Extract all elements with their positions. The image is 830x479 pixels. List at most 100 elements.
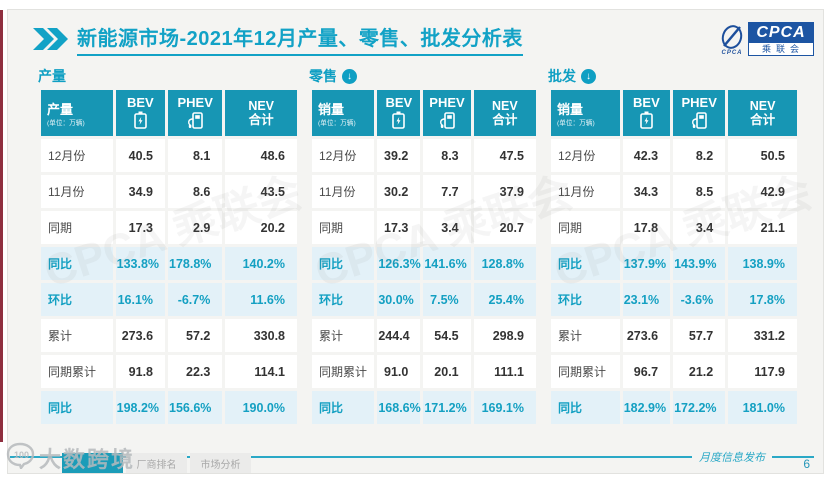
production-table: 产量 (单位：万辆) BEV PHEV: [38, 87, 300, 427]
cpca-emblem-icon: CPCA: [719, 24, 745, 56]
table-row: 环比 16.1% -6.7% 11.6%: [41, 283, 297, 316]
unit-header-cell: 销量 (单位：万辆): [551, 90, 620, 136]
row-label-cell: 同期累计: [312, 355, 375, 388]
phev-header-label: PHEV: [681, 95, 717, 110]
battery-icon: [378, 110, 419, 130]
row-label-cell: 同比: [41, 391, 113, 424]
footer-line-left: [10, 456, 692, 458]
unit-header-cell: 产量 (单位：万辆): [41, 90, 113, 136]
value-cell: 168.6%: [377, 391, 421, 424]
footer-tab-active[interactable]: [62, 453, 123, 473]
table-row: 累计 273.6 57.7 331.2: [551, 319, 797, 352]
phev-header-cell: PHEV: [673, 90, 726, 136]
table-row: 同期 17.8 3.4 21.1: [551, 211, 797, 244]
table-row: 累计 244.4 54.5 298.9: [312, 319, 536, 352]
value-cell: 111.1: [473, 355, 536, 388]
unit-header-sub: (单位：万辆): [557, 119, 595, 127]
unit-header-label: 产量: [47, 101, 74, 117]
row-label-cell: 环比: [41, 283, 113, 316]
value-cell: 244.4: [377, 319, 421, 352]
nev-header-cell: NEV 合计: [225, 90, 297, 136]
logo-chinese-text: 乘联会: [749, 44, 813, 55]
table-row: 同比 182.9% 172.2% 181.0%: [551, 391, 797, 424]
footer-tab-market-analysis[interactable]: 市场分析: [190, 453, 251, 473]
footer-tab-manufacturer-ranking[interactable]: 厂商排名: [126, 453, 187, 473]
value-cell: 126.3%: [377, 247, 421, 280]
table-row: 同比 133.8% 178.8% 140.2%: [41, 247, 297, 280]
value-cell: 133.8%: [115, 247, 166, 280]
value-cell: 17.3: [115, 211, 166, 244]
value-cell: 169.1%: [473, 391, 536, 424]
tables-container: 产量 产量 (单位：万辆) BEV PHEV: [38, 66, 818, 427]
nev-header-cell: NEV 合计: [473, 90, 536, 136]
table-header-row: 销量 (单位：万辆) BEV PHEV: [312, 90, 536, 136]
value-cell: 42.3: [622, 139, 671, 172]
table-row: 同期累计 96.7 21.2 117.9: [551, 355, 797, 388]
table-header-row: 产量 (单位：万辆) BEV PHEV: [41, 90, 297, 136]
nev-header-line1: NEV: [491, 99, 518, 113]
row-label-cell: 12月份: [312, 139, 375, 172]
value-cell: 114.1: [225, 355, 297, 388]
row-label-cell: 同期累计: [551, 355, 620, 388]
bev-header-cell: BEV: [377, 90, 421, 136]
value-cell: 17.3: [377, 211, 421, 244]
value-cell: 8.6: [168, 175, 223, 208]
value-cell: 2.9: [168, 211, 223, 244]
footer-line-right: [772, 456, 814, 458]
table-row: 同比 168.6% 171.2% 169.1%: [312, 391, 536, 424]
value-cell: 156.6%: [168, 391, 223, 424]
nev-header-cell: NEV 合计: [728, 90, 797, 136]
table-header-row: 销量 (单位：万辆) BEV PHEV: [551, 90, 797, 136]
value-cell: 20.2: [225, 211, 297, 244]
table-row: 同期累计 91.0 20.1 111.1: [312, 355, 536, 388]
ev-charger-icon: [674, 110, 724, 130]
value-cell: 182.9%: [622, 391, 671, 424]
retail-table: 销量 (单位：万辆) BEV PHEV: [309, 87, 539, 427]
production-section: 产量 产量 (单位：万辆) BEV PHEV: [38, 66, 308, 427]
value-cell: 137.9%: [622, 247, 671, 280]
slide-header: 新能源市场-2021年12月产量、零售、批发分析表 CPCA CPCA 乘联会: [32, 14, 814, 64]
value-cell: 331.2: [728, 319, 797, 352]
value-cell: 143.9%: [673, 247, 726, 280]
release-label: 月度信息发布: [699, 451, 765, 464]
row-label-cell: 环比: [551, 283, 620, 316]
value-cell: 91.0: [377, 355, 421, 388]
footer-rule: 月度信息发布: [10, 449, 814, 465]
table-row: 11月份 34.3 8.5 42.9: [551, 175, 797, 208]
table-row: 同比 198.2% 156.6% 190.0%: [41, 391, 297, 424]
wholesale-table: 销量 (单位：万辆) BEV PHEV: [548, 87, 800, 427]
value-cell: 50.5: [728, 139, 797, 172]
value-cell: 21.2: [673, 355, 726, 388]
table-row: 12月份 42.3 8.2 50.5: [551, 139, 797, 172]
value-cell: 43.5: [225, 175, 297, 208]
value-cell: 17.8: [622, 211, 671, 244]
table-row: 同比 126.3% 141.6% 128.8%: [312, 247, 536, 280]
row-label-cell: 11月份: [551, 175, 620, 208]
unit-header-sub: (单位：万辆): [318, 119, 356, 127]
row-label-cell: 同比: [312, 391, 375, 424]
value-cell: 96.7: [622, 355, 671, 388]
value-cell: 40.5: [115, 139, 166, 172]
emblem-caption: CPCA: [721, 50, 743, 56]
row-label-cell: 12月份: [551, 139, 620, 172]
row-label-cell: 累计: [312, 319, 375, 352]
phev-header-cell: PHEV: [423, 90, 471, 136]
table-row: 12月份 39.2 8.3 47.5: [312, 139, 536, 172]
left-accent-strip: [0, 10, 3, 442]
retail-section-title: 零售 ↓: [309, 66, 539, 86]
page-number: 6: [803, 457, 810, 471]
table-row: 12月份 40.5 8.1 48.6: [41, 139, 297, 172]
value-cell: 190.0%: [225, 391, 297, 424]
value-cell: 138.9%: [728, 247, 797, 280]
value-cell: 20.1: [423, 355, 471, 388]
wholesale-section-title: 批发 ↓: [548, 66, 800, 86]
value-cell: 128.8%: [473, 247, 536, 280]
value-cell: 30.2: [377, 175, 421, 208]
phev-header-label: PHEV: [177, 95, 213, 110]
production-section-title: 产量: [38, 66, 300, 86]
value-cell: 3.4: [673, 211, 726, 244]
value-cell: 22.3: [168, 355, 223, 388]
nev-header-line1: NEV: [749, 99, 776, 113]
value-cell: 7.7: [423, 175, 471, 208]
value-cell: 140.2%: [225, 247, 297, 280]
